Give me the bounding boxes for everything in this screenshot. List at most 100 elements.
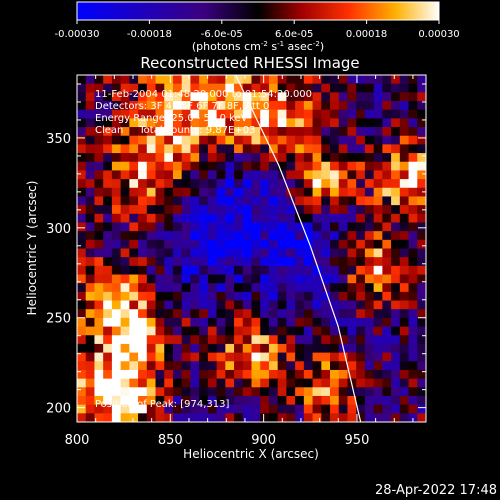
heatmap-cell bbox=[146, 265, 157, 276]
heatmap-cell bbox=[103, 153, 113, 163]
heatmap-cell bbox=[356, 101, 366, 111]
heatmap-cell bbox=[312, 161, 322, 172]
heatmap-cell bbox=[364, 213, 375, 224]
heatmap-cell bbox=[338, 179, 349, 189]
heatmap-cell bbox=[321, 361, 331, 371]
heatmap-cell bbox=[408, 170, 418, 180]
heatmap-cell bbox=[268, 196, 279, 206]
heatmap-cell bbox=[234, 101, 244, 111]
heatmap-cell bbox=[347, 231, 357, 241]
heatmap-cell bbox=[321, 378, 331, 388]
heatmap-cell bbox=[94, 300, 104, 310]
heatmap-cell bbox=[190, 127, 200, 137]
heatmap-cell bbox=[111, 118, 122, 128]
heatmap-cell bbox=[181, 92, 192, 102]
heatmap-cell bbox=[330, 109, 340, 119]
heatmap-cell bbox=[408, 205, 418, 215]
heatmap-cell bbox=[234, 83, 244, 93]
heatmap-cell bbox=[85, 387, 96, 397]
heatmap-cell bbox=[382, 395, 392, 406]
heatmap-cell bbox=[207, 109, 218, 119]
heatmap-cell bbox=[260, 101, 270, 111]
heatmap-cell bbox=[216, 187, 226, 198]
heatmap-cell bbox=[85, 127, 96, 137]
heatmap-cell bbox=[277, 413, 287, 422]
heatmap-cell bbox=[303, 213, 314, 224]
heatmap-cell bbox=[103, 369, 113, 380]
heatmap-cell bbox=[225, 413, 235, 422]
heatmap-cell bbox=[207, 274, 218, 284]
heatmap-cell bbox=[190, 335, 200, 345]
heatmap-cell bbox=[338, 239, 349, 250]
heatmap-cell bbox=[138, 378, 148, 388]
heatmap-cell bbox=[347, 283, 357, 293]
heatmap-cell bbox=[225, 343, 235, 354]
heatmap-cell bbox=[286, 352, 296, 362]
heatmap-cell bbox=[172, 127, 183, 137]
heatmap-cell bbox=[155, 231, 165, 241]
heatmap-cell bbox=[286, 118, 296, 128]
heatmap-cell bbox=[181, 335, 192, 345]
heatmap-cell bbox=[94, 413, 104, 422]
heatmap-cell bbox=[103, 101, 113, 111]
heatmap-cell bbox=[260, 335, 270, 345]
heatmap-cell bbox=[382, 239, 392, 250]
heatmap-cell bbox=[85, 109, 96, 119]
heatmap-cell bbox=[417, 118, 426, 128]
heatmap-cell bbox=[382, 161, 392, 172]
heatmap-cell bbox=[295, 118, 305, 128]
heatmap-cell bbox=[138, 361, 148, 371]
heatmap-cell bbox=[391, 395, 401, 406]
heatmap-cell bbox=[338, 118, 349, 128]
heatmap-cell bbox=[408, 222, 418, 232]
heatmap-cell bbox=[373, 92, 383, 102]
heatmap-cell bbox=[172, 239, 183, 250]
heatmap-cell bbox=[408, 369, 418, 380]
heatmap-cell bbox=[234, 309, 244, 319]
heatmap-cell bbox=[77, 231, 87, 241]
heatmap-cell bbox=[190, 239, 200, 250]
heatmap-cell bbox=[111, 205, 122, 215]
heatmap-cell bbox=[138, 387, 148, 397]
heatmap-cell bbox=[312, 343, 322, 354]
heatmap-cell bbox=[330, 317, 340, 328]
heatmap-cell bbox=[260, 326, 270, 336]
heatmap-cell bbox=[234, 153, 244, 163]
heatmap-cell bbox=[260, 205, 270, 215]
heatmap-cell bbox=[120, 239, 130, 250]
heatmap-cell bbox=[146, 161, 157, 172]
heatmap-cell bbox=[146, 395, 157, 406]
heatmap-cell bbox=[330, 239, 340, 250]
heatmap-cell bbox=[138, 343, 148, 354]
heatmap-cell bbox=[330, 135, 340, 145]
heatmap-cell bbox=[295, 109, 305, 119]
heatmap-cell bbox=[382, 248, 392, 258]
heatmap-cell bbox=[234, 135, 244, 145]
heatmap-cell bbox=[347, 387, 357, 397]
heatmap-cell bbox=[391, 248, 401, 258]
heatmap-cell bbox=[146, 213, 157, 224]
heatmap-cell bbox=[391, 265, 401, 276]
heatmap-cell bbox=[338, 283, 349, 293]
heatmap-cell bbox=[120, 101, 130, 111]
heatmap-cell bbox=[268, 326, 279, 336]
heatmap-cell bbox=[225, 205, 235, 215]
heatmap-cell bbox=[85, 161, 96, 172]
heatmap-cell bbox=[77, 144, 87, 154]
heatmap-cell bbox=[338, 83, 349, 93]
heatmap-cell bbox=[225, 170, 235, 180]
heatmap-cell bbox=[190, 92, 200, 102]
heatmap-cell bbox=[77, 101, 87, 111]
heatmap-cell bbox=[330, 352, 340, 362]
heatmap-cell bbox=[138, 309, 148, 319]
heatmap-cell bbox=[120, 205, 130, 215]
heatmap-cell bbox=[94, 352, 104, 362]
heatmap-cell bbox=[120, 335, 130, 345]
heatmap-cell bbox=[103, 257, 113, 267]
heatmap-cell bbox=[234, 109, 244, 119]
heatmap-cell bbox=[190, 326, 200, 336]
heatmap-cell bbox=[155, 404, 165, 414]
heatmap-cell bbox=[111, 335, 122, 345]
x-tick-label: 950 bbox=[345, 433, 370, 448]
heatmap-cell bbox=[199, 335, 209, 345]
